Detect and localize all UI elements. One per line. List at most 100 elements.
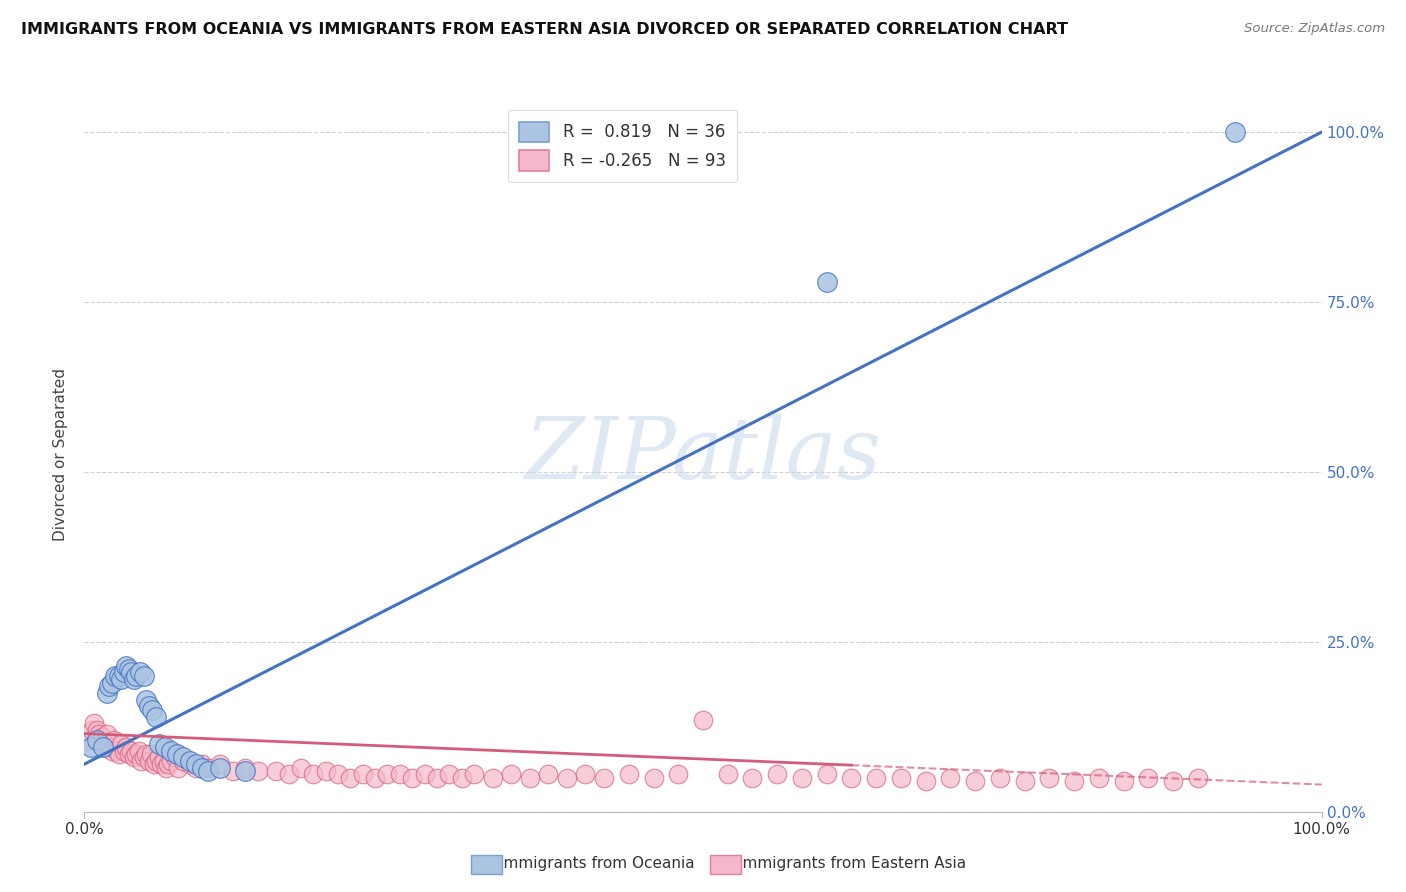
Point — [96, 686, 118, 700]
Point — [138, 699, 160, 714]
Point — [141, 703, 163, 717]
Point — [110, 672, 132, 686]
Point — [439, 767, 461, 781]
Point — [315, 764, 337, 778]
Point — [426, 771, 449, 785]
Point — [179, 757, 201, 772]
Point — [939, 771, 962, 785]
Point — [290, 760, 312, 774]
Point — [352, 767, 374, 781]
Point — [155, 760, 177, 774]
Point — [666, 767, 689, 781]
Point — [766, 767, 789, 781]
Point — [1014, 774, 1036, 789]
Point — [128, 743, 150, 757]
Point — [80, 723, 103, 738]
Point — [153, 740, 176, 755]
Point — [167, 760, 190, 774]
Point — [574, 767, 596, 781]
Point — [129, 665, 152, 680]
Point — [1038, 771, 1060, 785]
Point — [86, 723, 108, 738]
Point — [152, 754, 174, 768]
Point — [841, 771, 863, 785]
Point — [135, 747, 157, 761]
Point — [865, 771, 887, 785]
Point — [96, 726, 118, 740]
Point — [555, 771, 578, 785]
Point — [1137, 771, 1160, 785]
Point — [197, 760, 219, 774]
Point — [481, 771, 503, 785]
Point — [890, 771, 912, 785]
Point — [112, 665, 135, 680]
Point — [264, 764, 287, 778]
Point — [157, 757, 180, 772]
Point — [110, 737, 132, 751]
Point — [1112, 774, 1135, 789]
Point — [125, 669, 148, 683]
Point — [79, 740, 101, 755]
Point — [965, 774, 987, 789]
Point — [988, 771, 1011, 785]
Point — [692, 713, 714, 727]
Point — [142, 757, 165, 772]
Point — [593, 771, 616, 785]
Point — [184, 757, 207, 772]
Point — [83, 716, 105, 731]
Point — [86, 733, 108, 747]
Point — [93, 740, 115, 755]
Point — [148, 737, 170, 751]
Point — [364, 771, 387, 785]
Point — [450, 771, 472, 785]
Point — [1187, 771, 1209, 785]
Text: ZIPatlas: ZIPatlas — [524, 414, 882, 496]
Point — [191, 757, 214, 772]
Point — [91, 740, 114, 755]
Text: Immigrants from Eastern Asia: Immigrants from Eastern Asia — [738, 856, 966, 871]
Point — [277, 767, 299, 781]
Point — [120, 743, 142, 757]
Point — [129, 754, 152, 768]
Point — [132, 669, 155, 683]
Point — [717, 767, 740, 781]
Point — [179, 754, 201, 768]
Point — [617, 767, 640, 781]
Point — [132, 750, 155, 764]
Point — [914, 774, 936, 789]
Point — [112, 743, 135, 757]
Point — [815, 275, 838, 289]
Point — [209, 760, 232, 774]
Point — [105, 743, 128, 757]
Point — [815, 767, 838, 781]
Point — [122, 672, 145, 686]
Point — [222, 764, 245, 778]
Y-axis label: Divorced or Separated: Divorced or Separated — [53, 368, 69, 541]
Point — [413, 767, 436, 781]
Text: IMMIGRANTS FROM OCEANIA VS IMMIGRANTS FROM EASTERN ASIA DIVORCED OR SEPARATED CO: IMMIGRANTS FROM OCEANIA VS IMMIGRANTS FR… — [21, 22, 1069, 37]
Point — [108, 747, 131, 761]
Point — [90, 730, 112, 744]
Point — [643, 771, 665, 785]
Point — [172, 754, 194, 768]
Point — [463, 767, 485, 781]
Point — [246, 764, 269, 778]
Point — [98, 740, 121, 755]
Text: Immigrants from Oceania: Immigrants from Oceania — [499, 856, 695, 871]
Point — [160, 743, 183, 757]
Point — [326, 767, 349, 781]
Point — [160, 754, 183, 768]
Point — [103, 733, 125, 747]
Point — [150, 757, 173, 772]
Point — [401, 771, 423, 785]
Point — [104, 669, 127, 683]
Point — [377, 767, 399, 781]
Point — [501, 767, 523, 781]
Point — [118, 662, 141, 676]
Point — [1223, 125, 1246, 139]
Point — [100, 675, 122, 690]
Point — [118, 747, 141, 761]
Point — [135, 692, 157, 706]
Point — [120, 665, 142, 680]
Point — [233, 764, 256, 778]
